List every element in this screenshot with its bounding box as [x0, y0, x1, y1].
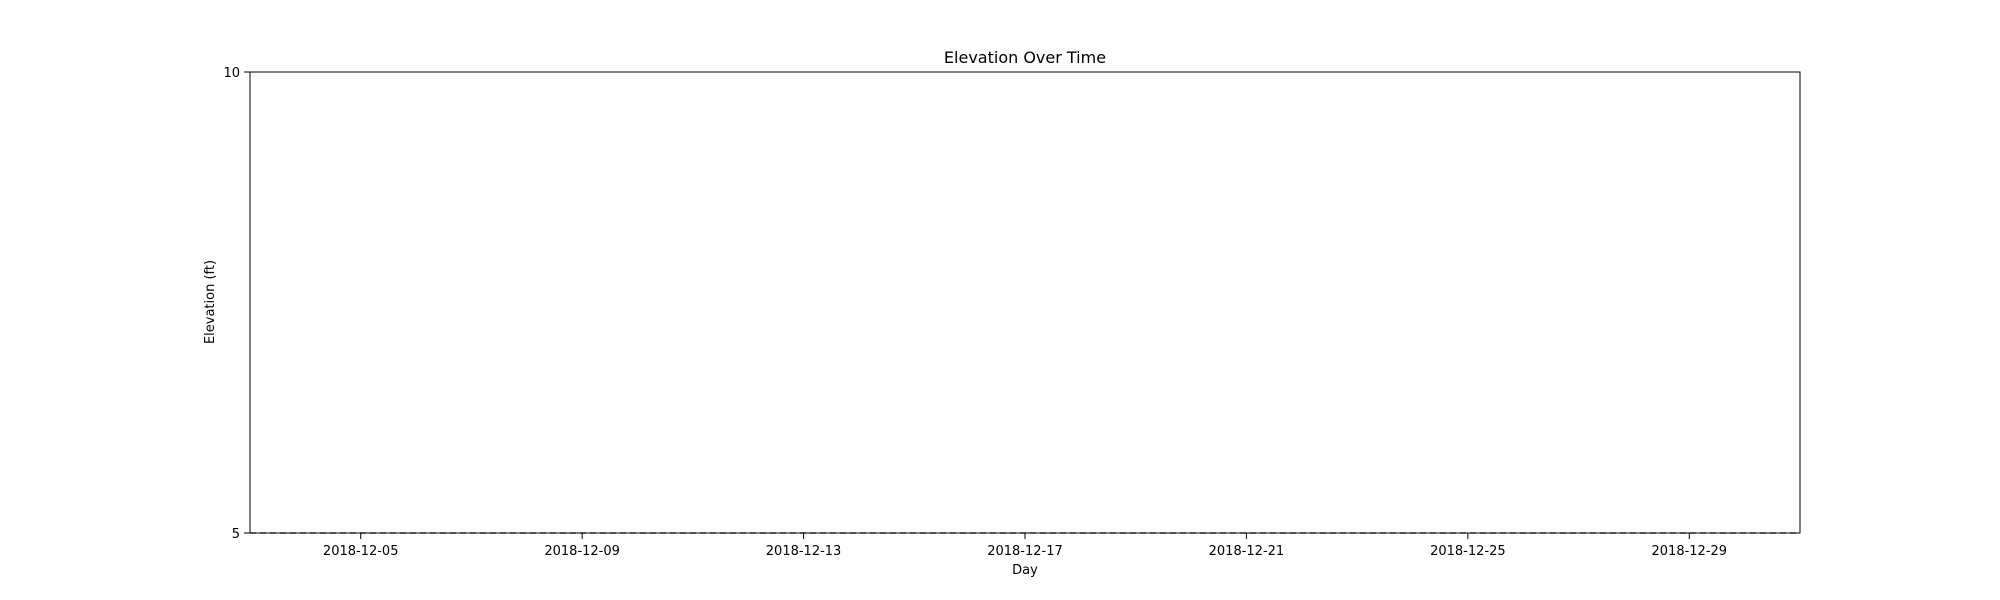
chart-title: Elevation Over Time: [944, 48, 1106, 67]
x-tick-label-3: 2018-12-17: [987, 544, 1063, 559]
x-tick-label-2: 2018-12-13: [766, 544, 842, 559]
plot-area: [250, 72, 1800, 533]
x-tick-label-6: 2018-12-29: [1652, 544, 1728, 559]
y-axis-ticks: 5 10: [223, 66, 250, 542]
y-tick-label-1: 10: [223, 66, 240, 81]
y-tick-label-0: 5: [232, 527, 240, 542]
x-axis-label: Day: [1012, 563, 1038, 578]
x-tick-label-0: 2018-12-05: [323, 544, 399, 559]
x-tick-label-1: 2018-12-09: [544, 544, 620, 559]
y-axis-label: Elevation (ft): [203, 260, 218, 344]
x-tick-label-4: 2018-12-21: [1209, 544, 1285, 559]
x-tick-label-5: 2018-12-25: [1430, 544, 1506, 559]
x-axis-ticks: 2018-12-05 2018-12-09 2018-12-13 2018-12-17…: [323, 533, 1727, 559]
